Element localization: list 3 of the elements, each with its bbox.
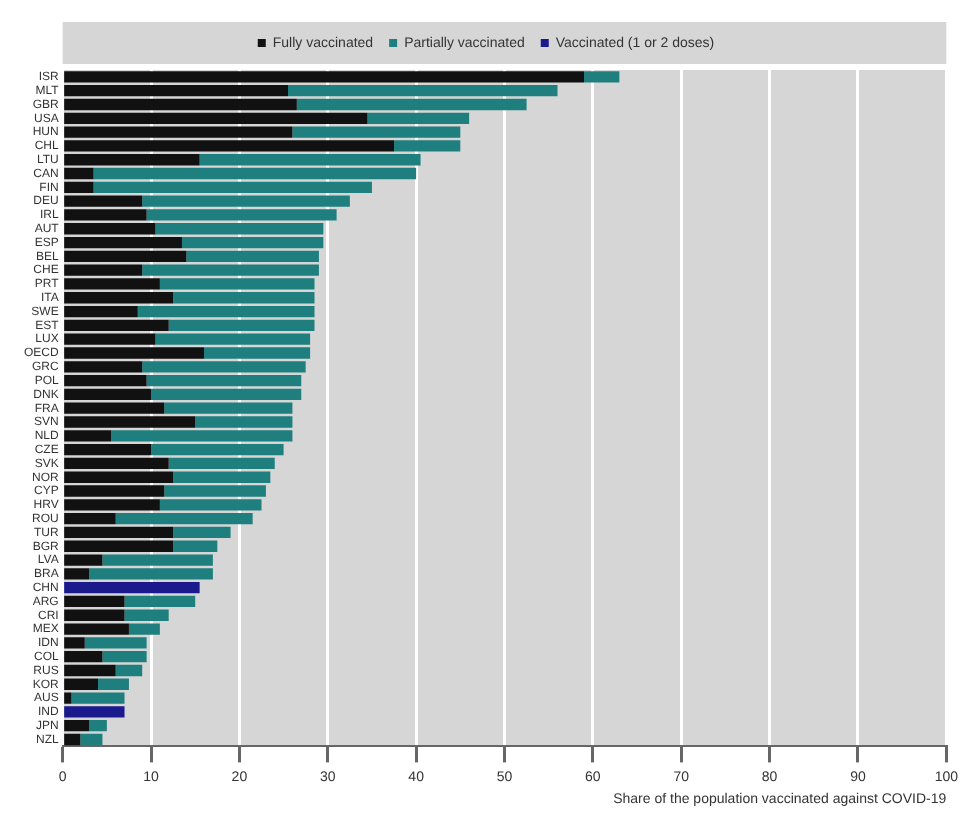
bar: [64, 581, 200, 594]
bar: [584, 71, 620, 83]
bar: [64, 706, 125, 718]
